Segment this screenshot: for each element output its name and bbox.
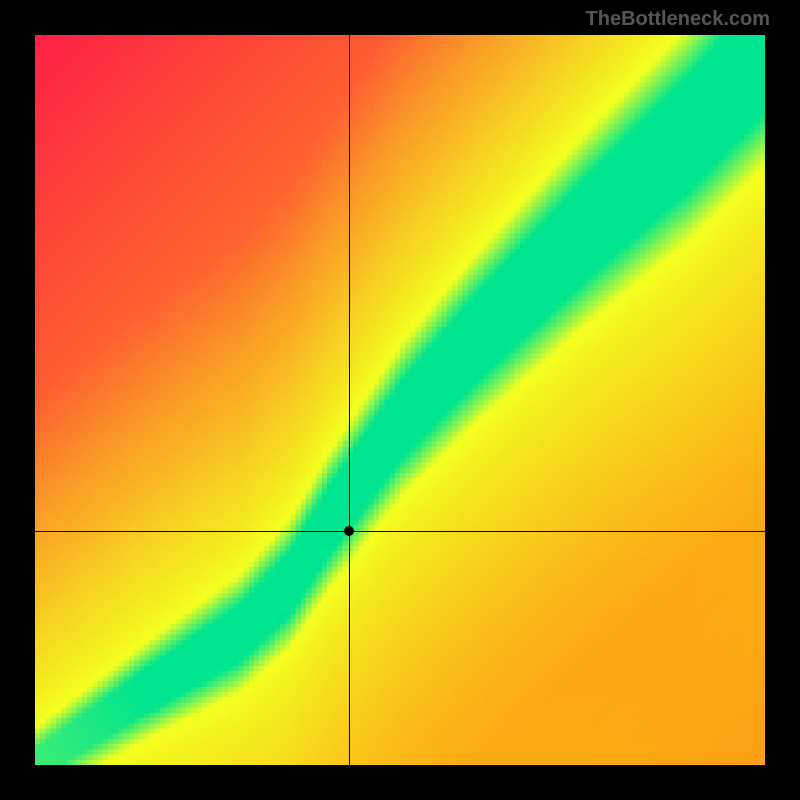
bottleneck-heatmap xyxy=(35,35,765,765)
selection-marker[interactable] xyxy=(344,526,354,536)
watermark-text: TheBottleneck.com xyxy=(586,8,770,31)
crosshair-horizontal xyxy=(35,531,765,532)
crosshair-vertical xyxy=(349,35,350,765)
plot-area xyxy=(35,35,765,765)
